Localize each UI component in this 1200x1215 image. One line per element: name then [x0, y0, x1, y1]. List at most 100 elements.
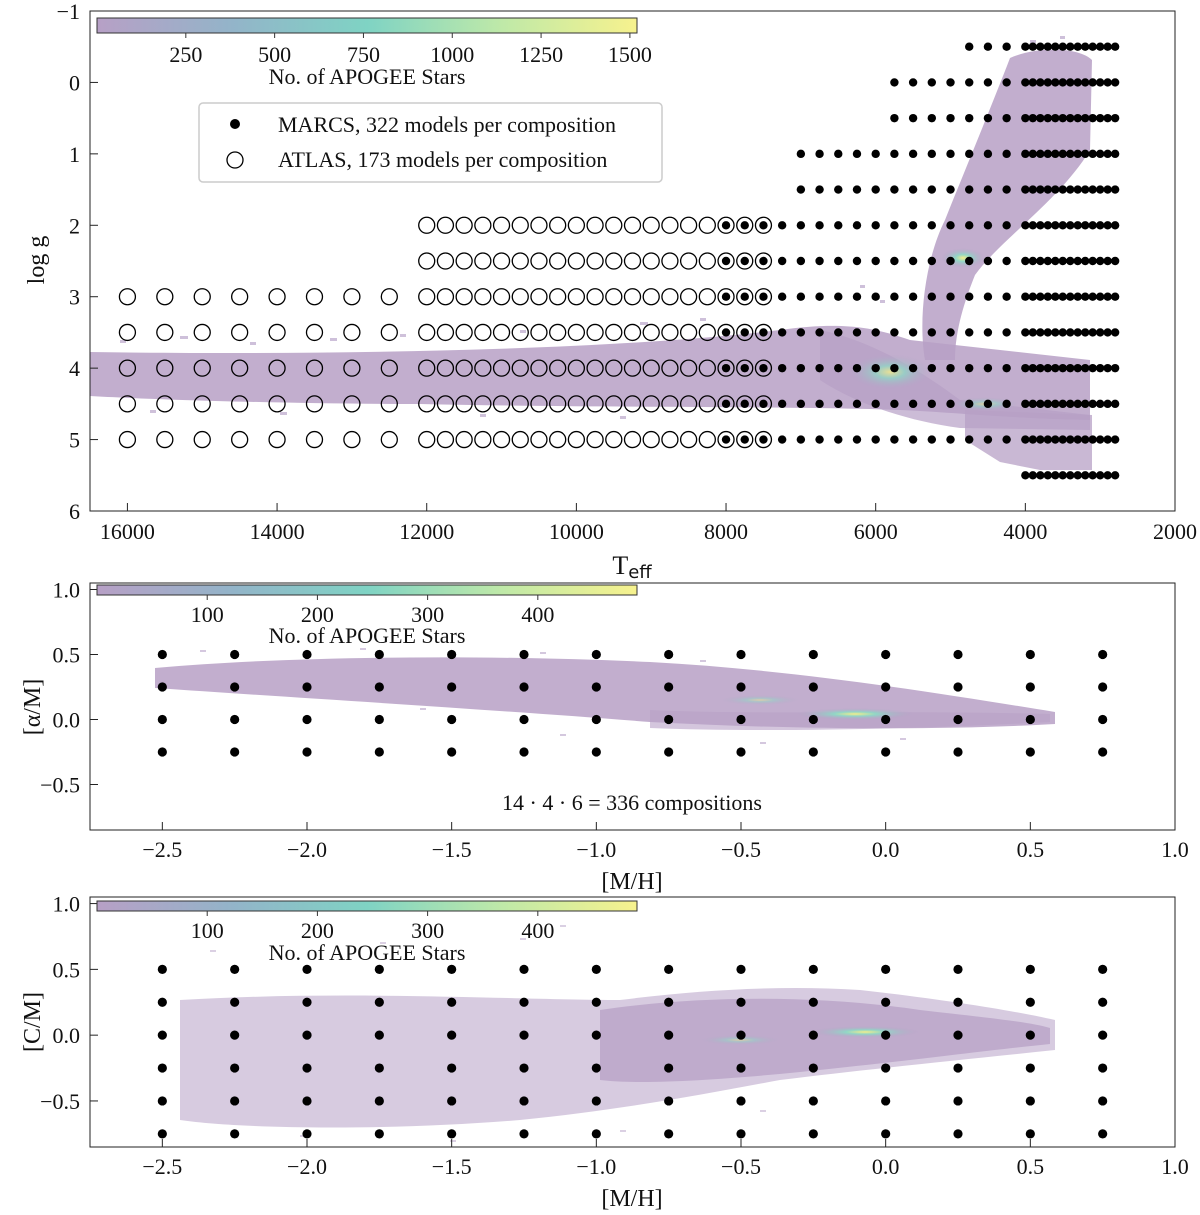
atlas-model-marker: [455, 288, 473, 306]
marcs-model-marker: [965, 113, 974, 123]
atlas-model-marker: [231, 395, 249, 413]
alpha-colorbar-label: No. of APOGEE Stars: [269, 623, 466, 648]
atlas-model-marker: [455, 430, 473, 449]
hr-axes-frame: [89, 10, 1176, 512]
marcs-model-marker: [1036, 399, 1045, 409]
marcs-model-marker: [908, 399, 918, 409]
atlas-model-marker: [549, 395, 567, 413]
marcs-model-marker: [1021, 328, 1030, 337]
marcs-model-marker: [815, 328, 824, 337]
marcs-model-marker: [908, 328, 918, 337]
marcs-model-marker: [1058, 471, 1067, 480]
composition-grid-marker: [447, 1063, 457, 1073]
marcs-model-marker: [946, 292, 955, 301]
marcs-model-marker: [908, 113, 918, 123]
marcs-model-marker: [1066, 42, 1075, 51]
atlas-model-marker: [736, 323, 754, 342]
marcs-model-marker: [1036, 471, 1045, 480]
marcs-model-marker: [1110, 256, 1120, 266]
marcs-model-marker: [796, 185, 806, 194]
marcs-model-marker: [1088, 399, 1097, 409]
x-tick-label: 1.0: [1161, 837, 1189, 862]
atlas-model-marker: [754, 323, 773, 342]
composition-grid-marker: [447, 997, 457, 1007]
composition-grid-marker: [374, 1129, 384, 1139]
marcs-model-marker: [1073, 42, 1082, 51]
marcs-model-marker: [777, 221, 787, 230]
atlas-model-marker: [492, 395, 511, 413]
composition-grid-marker: [736, 682, 746, 692]
composition-grid-marker: [736, 649, 746, 660]
marcs-model-marker: [1036, 363, 1045, 373]
marcs-model-marker: [927, 363, 937, 373]
composition-grid-marker: [230, 1129, 240, 1139]
hr-y-ticks: −1 0 1 2 3 4 5 6: [57, 0, 98, 524]
marcs-model-marker: [1103, 471, 1112, 480]
composition-grid-marker: [881, 1063, 891, 1073]
marcs-model-marker: [777, 399, 787, 409]
composition-grid-marker: [1025, 747, 1035, 757]
marcs-model-marker: [852, 221, 862, 230]
composition-grid-marker: [808, 649, 818, 660]
x-tick-label: 2000: [1153, 519, 1197, 544]
marcs-model-marker: [1110, 363, 1120, 373]
alpha-annotation: 14 · 4 · 6 = 336 compositions: [502, 790, 762, 815]
marcs-model-marker: [1110, 292, 1120, 301]
composition-grid-marker: [736, 747, 746, 757]
atlas-model-marker: [736, 395, 754, 413]
atlas-model-marker: [623, 323, 642, 342]
colorbar-tick-label: 250: [169, 42, 202, 67]
marcs-model-marker: [1028, 78, 1038, 87]
composition-grid-marker: [953, 747, 963, 757]
atlas-model-marker: [193, 359, 211, 377]
marcs-model-marker: [815, 149, 824, 159]
atlas-model-marker: [511, 252, 529, 270]
atlas-model-marker: [549, 252, 567, 270]
colorbar-tick-label: 100: [191, 918, 224, 943]
atlas-model-marker: [231, 430, 249, 449]
composition-grid-marker: [302, 714, 312, 725]
atlas-model-marker: [586, 430, 604, 449]
atlas-model-marker: [492, 252, 511, 270]
atlas-model-marker: [530, 430, 548, 449]
atlas-model-marker: [418, 359, 436, 377]
marcs-model-marker: [965, 328, 974, 337]
atlas-model-marker: [156, 323, 174, 342]
atlas-model-marker: [736, 359, 754, 377]
marcs-model-marker: [1021, 185, 1030, 194]
atlas-model-marker: [455, 252, 473, 270]
composition-grid-marker: [1098, 649, 1108, 660]
composition-grid-marker: [591, 997, 601, 1007]
composition-grid-marker: [953, 1129, 963, 1139]
alpha-density-peak-2: [720, 695, 800, 705]
atlas-model-marker: [661, 323, 679, 342]
marcs-model-marker: [1021, 363, 1030, 373]
marcs-model-marker: [1095, 256, 1105, 266]
atlas-model-marker: [474, 359, 492, 377]
atlas-model-marker: [661, 395, 679, 413]
marcs-model-marker: [1066, 221, 1075, 230]
marcs-model-marker: [1088, 471, 1097, 480]
marcs-model-marker: [908, 78, 918, 87]
marcs-model-marker: [834, 185, 843, 194]
marcs-model-marker: [946, 221, 955, 230]
marcs-model-marker: [852, 292, 862, 301]
atlas-model-marker: [156, 395, 174, 413]
carbon-colorbar-label: No. of APOGEE Stars: [269, 940, 466, 965]
y-tick-label: 0.0: [53, 708, 81, 733]
hr-density-dwarf-peak: [848, 354, 932, 390]
marcs-model-marker: [1073, 292, 1082, 301]
atlas-model-marker: [305, 323, 324, 342]
marcs-model-marker: [927, 292, 937, 301]
atlas-model-marker: [661, 252, 679, 270]
marcs-model-marker: [1002, 149, 1011, 159]
marcs-model-marker: [740, 256, 749, 266]
y-tick-label: 6: [69, 499, 80, 524]
atlas-model-marker: [605, 395, 623, 413]
atlas-model-marker: [549, 288, 567, 306]
composition-grid-marker: [447, 747, 457, 757]
marcs-model-marker: [1081, 399, 1090, 409]
carbon-y-ticks: −0.5 0.0 0.5 1.0: [40, 892, 98, 1114]
marcs-model-marker: [1095, 435, 1105, 444]
